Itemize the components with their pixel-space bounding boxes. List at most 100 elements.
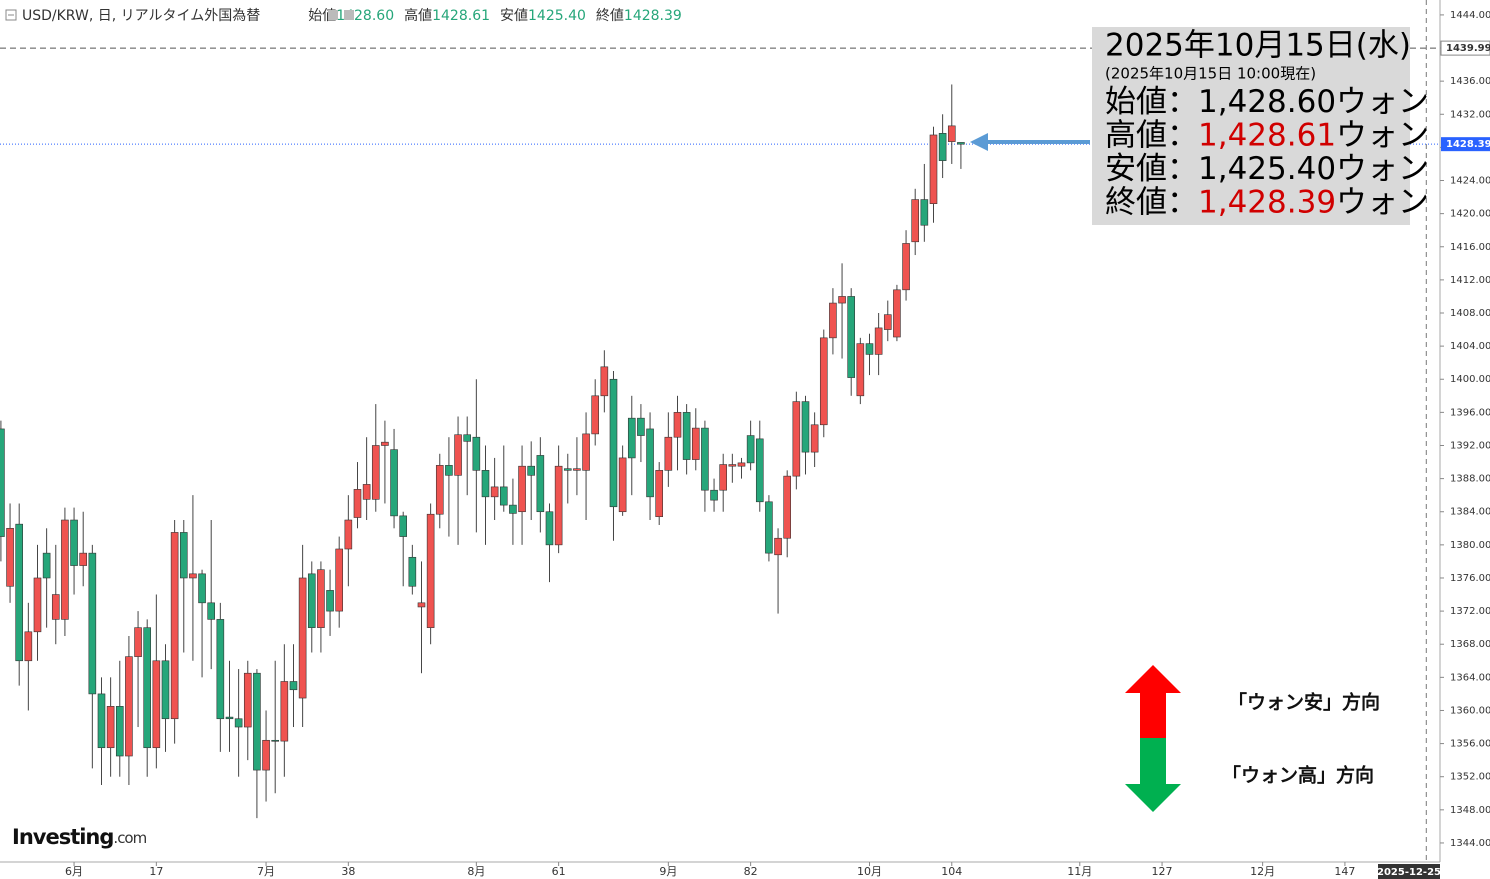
y-tick-label: 1376.00: [1450, 573, 1490, 584]
y-tick-label: 1380.00: [1450, 540, 1490, 551]
candle-body: [518, 465, 526, 513]
info-rows: 始値：1,428.60ウォン高値：1,428.61ウォン安値：1,425.40ウ…: [1105, 84, 1429, 221]
y-tick-label: 1392.00: [1450, 440, 1490, 451]
y-tick-label: 1388.00: [1450, 474, 1490, 485]
x-tick-label: 12月: [1250, 865, 1275, 878]
y-tick-label: 1416.00: [1450, 242, 1490, 253]
candle-body: [79, 552, 87, 566]
y-tick-label: 1400.00: [1450, 374, 1490, 385]
x-tick-label: 10月: [857, 865, 882, 878]
candle-body: [838, 296, 846, 304]
info-row: 始値：1,428.60ウォン: [1105, 84, 1429, 120]
price-label: 1428.39: [1446, 139, 1490, 150]
candle-body: [719, 464, 728, 491]
ohlc-value: 1428.39: [624, 8, 682, 24]
candle-body: [70, 519, 78, 566]
info-row: 安値：1,425.40ウォン: [1105, 151, 1429, 187]
info-value: 1,428.60: [1198, 84, 1336, 120]
candle-body: [893, 289, 901, 338]
candle-body: [774, 537, 782, 556]
candle-body: [591, 395, 600, 435]
candle-body: [435, 465, 444, 515]
y-tick-label: 1444.00: [1450, 10, 1490, 21]
y-tick-label: 1364.00: [1450, 672, 1490, 683]
candle-body: [554, 465, 563, 546]
candle-body: [911, 199, 920, 243]
y-tick-label: 1408.00: [1450, 308, 1490, 319]
candle-body: [627, 417, 636, 459]
candle-layer: [0, 84, 965, 819]
candle-body: [691, 427, 700, 460]
candle-body: [271, 739, 280, 742]
candle-body: [682, 412, 691, 460]
logo-name: Investing: [12, 825, 113, 849]
collapse-icon[interactable]: [5, 9, 17, 21]
candle-body: [463, 434, 472, 442]
y-tick-label: 1420.00: [1450, 209, 1490, 220]
info-label: 高値：: [1105, 117, 1198, 153]
cursor-label-box: [1378, 864, 1440, 879]
y-tick-label: 1404.00: [1450, 341, 1490, 352]
candle-body: [189, 573, 197, 579]
candle-body: [97, 693, 106, 749]
candle-body: [810, 424, 819, 453]
candle-body: [280, 681, 289, 742]
candle-body: [170, 532, 179, 720]
candle-body: [371, 445, 380, 500]
y-tick-label: 1372.00: [1450, 606, 1490, 617]
candle-body: [545, 511, 554, 546]
close-icon: [344, 10, 354, 20]
ohlc-value: 1428.61: [432, 8, 490, 24]
x-tick-label: 8月: [467, 865, 485, 878]
info-title: 2025年10月15日(水): [1105, 28, 1411, 64]
candle-body: [253, 672, 261, 771]
candle-body: [417, 602, 426, 608]
info-subtitle: (2025年10月15日 10:00現在): [1105, 65, 1316, 83]
y-tick-label: 1352.00: [1450, 772, 1490, 783]
x-tick-label: 82: [744, 865, 758, 878]
y-tick-label: 1424.00: [1450, 176, 1490, 187]
candle-body: [33, 577, 42, 633]
candle-body: [353, 489, 362, 518]
candle-body: [207, 602, 215, 620]
x-tick-label: 7月: [257, 865, 275, 878]
info-value: 1,425.40: [1198, 151, 1336, 187]
candle-body: [746, 435, 755, 464]
candle-body: [106, 706, 115, 749]
info-unit: ウォン: [1336, 151, 1429, 187]
down-arrow: [1125, 738, 1181, 812]
candle-body: [947, 125, 956, 142]
candle-body: [600, 366, 609, 397]
x-tick-label: 147: [1334, 865, 1355, 878]
candle-body: [792, 401, 801, 477]
info-label: 安値：: [1105, 151, 1198, 187]
candle-body: [161, 660, 170, 720]
pointer-arrow-head: [970, 133, 988, 151]
candle-body: [225, 716, 234, 720]
candle-body: [563, 468, 572, 471]
info-label: 始値：: [1105, 84, 1198, 120]
candle-body: [243, 672, 252, 728]
candle-body: [710, 489, 718, 501]
candle-body: [234, 718, 243, 728]
candle-body: [445, 465, 453, 476]
up-arrow: [1125, 665, 1181, 738]
candle-body: [801, 401, 810, 453]
candle-body: [344, 519, 353, 550]
candle-body: [536, 455, 545, 513]
ohlc-value: 1425.40: [528, 8, 586, 24]
y-tick-label: 1412.00: [1450, 275, 1490, 286]
header: USD/KRW, 日, リアルタイム外国為替 始値1428.60 高値1428.61…: [22, 7, 682, 24]
x-tick-label: 6月: [65, 865, 83, 878]
candle-body: [490, 486, 499, 498]
info-unit: ウォン: [1336, 84, 1429, 120]
candle-body: [847, 296, 856, 378]
settings-icon: [328, 10, 338, 20]
candle-body: [609, 378, 618, 508]
candle-body: [24, 631, 33, 662]
candle-body: [61, 519, 69, 620]
candle-body: [755, 438, 764, 503]
candle-body: [42, 552, 51, 579]
candle-body: [573, 468, 581, 471]
